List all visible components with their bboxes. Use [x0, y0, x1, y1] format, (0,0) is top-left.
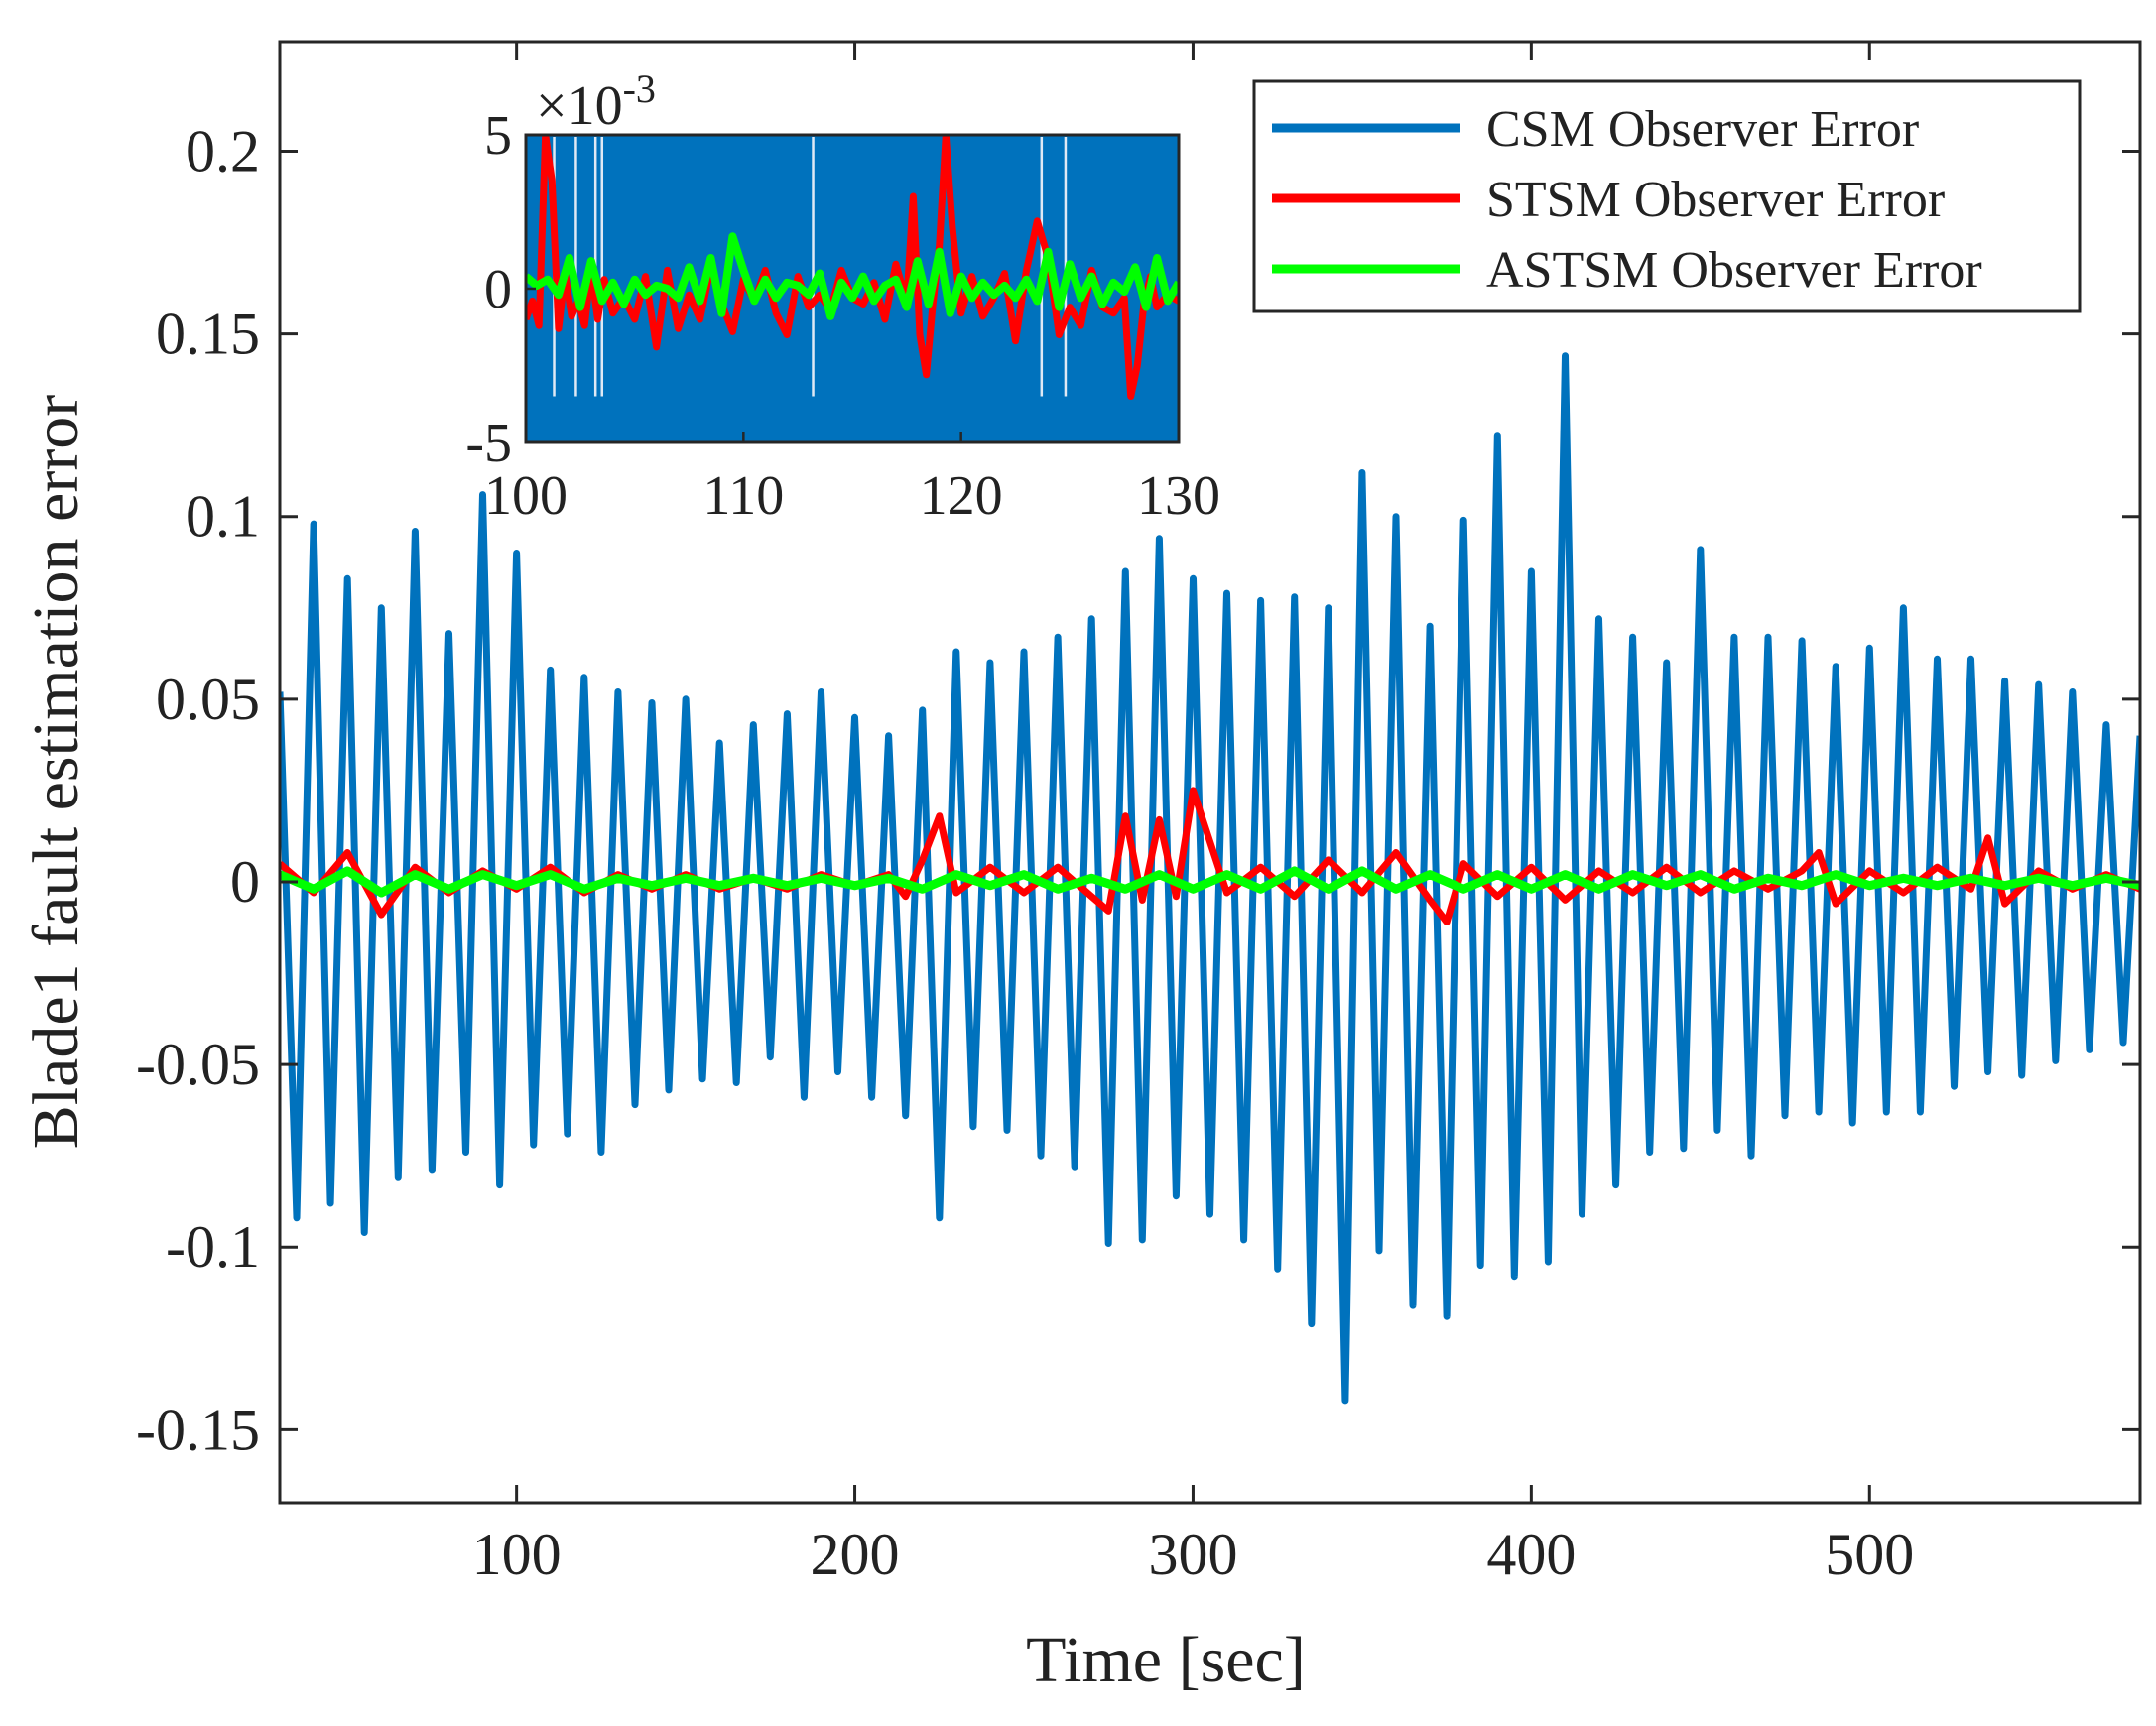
inset-y-tick-label: -5 — [465, 413, 512, 474]
inset-series-group — [526, 135, 1179, 442]
legend-label-csm: CSM Observer Error — [1486, 101, 1919, 158]
main-y-tick-label: 0.05 — [156, 667, 260, 732]
main-x-tick-label: 100 — [472, 1522, 562, 1587]
legend-label-stsm: STSM Observer Error — [1486, 172, 1945, 228]
inset-x-tick-label: 130 — [1137, 465, 1220, 527]
main-x-tick-label: 200 — [811, 1522, 900, 1587]
main-y-tick-label: 0.15 — [156, 302, 260, 367]
inset-y-tick-label: 0 — [484, 259, 512, 320]
main-y-tick-label: -0.1 — [166, 1214, 260, 1280]
inset-y-tick-label: 5 — [484, 105, 512, 167]
inset-exponent-base: ×10 — [536, 75, 623, 137]
main-y-tick-label: -0.15 — [136, 1397, 260, 1462]
inset-exponent-power: -3 — [623, 66, 656, 111]
main-y-tick-label: 0 — [230, 849, 260, 915]
legend: CSM Observer Error STSM Observer Error A… — [1254, 81, 2080, 311]
inset-x-tick-label: 120 — [920, 465, 1003, 527]
inset-x-tick-label: 100 — [484, 465, 568, 527]
y-axis-title: Blade1 fault estimation error — [20, 395, 92, 1150]
main-y-tick-label: -0.05 — [136, 1032, 260, 1097]
legend-label-astsm: ASTSM Observer Error — [1486, 242, 1982, 299]
main-y-tick-label: 0.1 — [186, 484, 260, 550]
main-x-tick-label: 500 — [1825, 1522, 1914, 1587]
main-x-tick-label: 300 — [1148, 1522, 1237, 1587]
main-x-tick-label: 400 — [1486, 1522, 1576, 1587]
inset-x-tick-label: 110 — [702, 465, 784, 527]
main-y-tick-label: 0.2 — [186, 118, 260, 184]
x-axis-title: Time [sec] — [1026, 1624, 1306, 1696]
